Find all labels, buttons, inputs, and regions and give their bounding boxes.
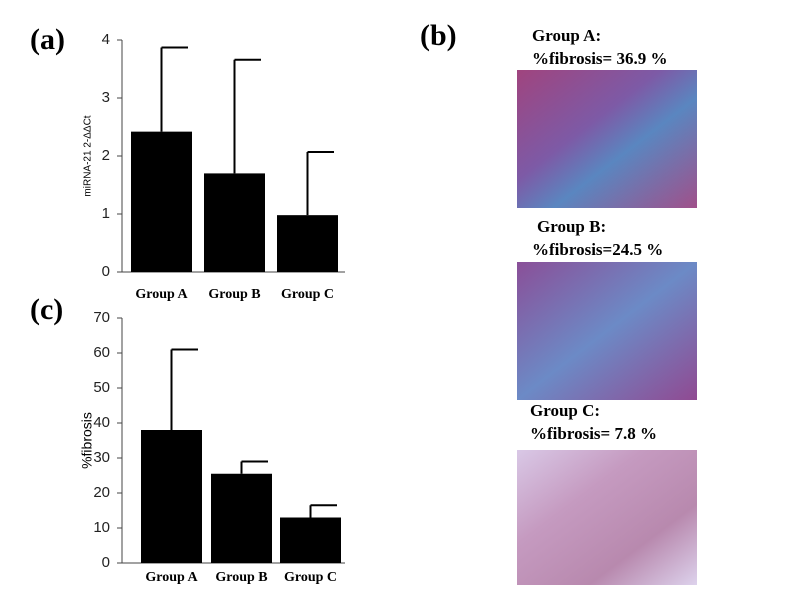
x-tick-label: Group B	[208, 287, 260, 302]
image-caption: %fibrosis=24.5 %	[532, 240, 663, 259]
bar	[280, 517, 341, 563]
image-title: Group A:	[532, 26, 601, 45]
error-bar	[240, 460, 268, 474]
bar	[131, 131, 192, 272]
y-tick-label: 20	[93, 484, 110, 501]
x-tick-label: Group B	[215, 570, 267, 585]
histology-image	[517, 70, 697, 208]
y-tick-label: 3	[102, 89, 110, 106]
y-axis-label: miRNA-21 2-ΔΔCt	[83, 115, 94, 196]
y-tick-label: 0	[102, 554, 110, 571]
histology-image	[517, 450, 697, 585]
error-bar	[233, 58, 261, 174]
x-tick-label: Group A	[135, 287, 188, 302]
bar	[204, 173, 265, 272]
y-tick-label: 40	[93, 414, 110, 431]
y-tick-label: 2	[102, 147, 110, 164]
image-title: Group C:	[530, 401, 600, 420]
x-tick-label: Group A	[145, 570, 198, 585]
error-bar	[160, 46, 188, 132]
y-tick-label: 0	[102, 263, 110, 280]
x-tick-label: Group C	[284, 570, 337, 585]
y-tick-label: 70	[93, 309, 110, 326]
image-caption: %fibrosis= 7.8 %	[530, 424, 657, 443]
bar	[141, 430, 202, 563]
error-bar	[309, 504, 337, 518]
panel-label: (b)	[420, 19, 457, 52]
y-tick-label: 30	[93, 449, 110, 466]
y-tick-label: 4	[102, 31, 110, 48]
bar	[277, 215, 338, 272]
image-title: Group B:	[537, 217, 606, 236]
y-tick-label: 10	[93, 519, 110, 536]
error-bar	[170, 348, 198, 430]
image-caption: %fibrosis= 36.9 %	[532, 49, 667, 68]
panel-label: (a)	[30, 23, 65, 56]
y-tick-label: 50	[93, 379, 110, 396]
y-tick-label: 1	[102, 205, 110, 222]
panel-label: (c)	[30, 293, 63, 326]
y-tick-label: 60	[93, 344, 110, 361]
x-tick-label: Group C	[281, 287, 334, 302]
bar	[211, 473, 272, 563]
histology-image	[517, 262, 697, 400]
error-bar	[306, 150, 334, 216]
y-axis-label: %fibrosis	[79, 412, 95, 469]
